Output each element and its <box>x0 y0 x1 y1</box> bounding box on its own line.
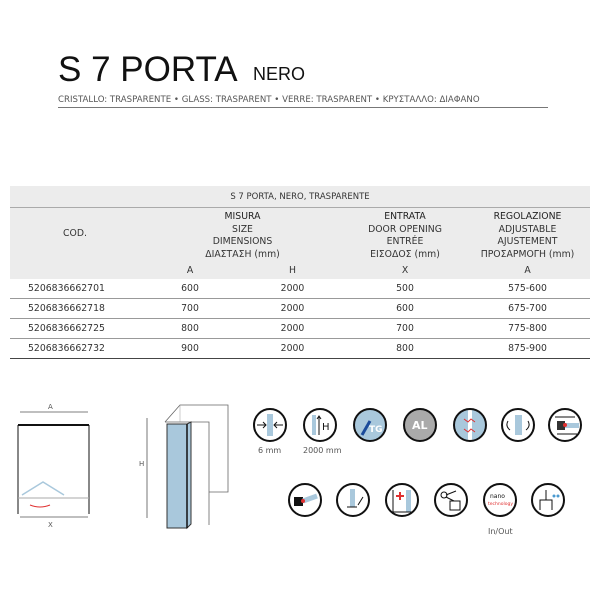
table-cell: 2000 <box>240 338 345 359</box>
cut-to-size-icon <box>433 482 469 518</box>
table-cell: 875-900 <box>465 338 590 359</box>
adjustable-profile-icon <box>547 407 583 443</box>
nano-technology-icon: nano technology <box>482 482 518 518</box>
col-regolazione: REGOLAZIONE ADJUSTABLE AJUSTEMENT ΠΡΟΣΑΡΜΟΓ… <box>465 207 590 261</box>
tempered-glass-icon: TG <box>352 407 388 443</box>
table-cell: 500 <box>345 279 465 299</box>
table-cell: 800 <box>345 338 465 359</box>
glass-subtitle: CRISTALLO: TRASPARENTE • GLASS: TRASPARE… <box>58 95 480 105</box>
table-cell: 5206836662701 <box>10 279 140 299</box>
safety-film-icon <box>452 407 488 443</box>
inout-label: In/Out <box>488 527 513 536</box>
table-row: 5206836662732 900 2000 800 875-900 <box>10 338 590 359</box>
svg-text:TG: TG <box>369 425 383 435</box>
svg-text:nano: nano <box>490 493 505 500</box>
table-cell: 700 <box>345 318 465 339</box>
dim-h-label: H <box>139 460 145 468</box>
table-cell: 2000 <box>240 298 345 319</box>
glass-thickness-icon <box>252 407 288 443</box>
product-color: NERO <box>253 64 306 84</box>
sub-x: X <box>345 261 465 279</box>
table-cell: 700 <box>140 298 240 319</box>
reversible-icon <box>500 407 536 443</box>
height-icon: H <box>302 407 338 443</box>
svg-text:technology: technology <box>488 501 513 507</box>
table-cell: 5206836662732 <box>10 338 140 359</box>
table-caption: S 7 PORTA, NERO, TRASPARENTE <box>10 186 590 208</box>
seal-icon <box>335 482 371 518</box>
shower-perspective-drawing <box>146 404 229 530</box>
col-entrata: ENTRATA DOOR OPENING ENTRÉE ΕΙΣΟΔΟΣ (mm) <box>345 207 465 261</box>
svg-text:AL: AL <box>412 419 428 432</box>
table-row: 5206836662701 600 2000 500 575-600 <box>10 279 590 299</box>
dim-a-label: A <box>48 403 53 411</box>
table-cell: 575-600 <box>465 279 590 299</box>
made-to-measure-icon <box>384 482 420 518</box>
table-cell: 2000 <box>240 279 345 299</box>
water-seal-icon <box>530 482 566 518</box>
table-cell: 900 <box>140 338 240 359</box>
table-cell: 600 <box>345 298 465 319</box>
sub-h: H <box>240 261 345 279</box>
table-cell: 675-700 <box>465 298 590 319</box>
aluminium-icon: AL <box>402 407 438 443</box>
plan-diagram <box>17 411 90 518</box>
table-cell: 5206836662725 <box>10 318 140 339</box>
sub-a: A <box>140 261 240 279</box>
table-row: 5206836662718 700 2000 600 675-700 <box>10 298 590 319</box>
svg-text:H: H <box>322 422 330 433</box>
col-cod: COD. <box>10 207 140 261</box>
height-label: 2000 mm <box>303 446 342 455</box>
sub-a-adj: A <box>465 261 590 279</box>
table-row: 5206836662725 800 2000 700 775-800 <box>10 318 590 339</box>
table-cell: 775-800 <box>465 318 590 339</box>
dim-x-label: X <box>48 521 53 529</box>
table-cell: 2000 <box>240 318 345 339</box>
product-title: S 7 PORTA <box>58 50 238 89</box>
table-cell: 800 <box>140 318 240 339</box>
thickness-label: 6 mm <box>258 446 282 455</box>
col-misura: MISURA SIZE DIMENSIONS ΔΙΑΣΤΑΣΗ (mm) <box>140 207 345 261</box>
table-cell: 5206836662718 <box>10 298 140 319</box>
pivot-hinge-icon <box>287 482 323 518</box>
spec-table: S 7 PORTA, NERO, TRASPARENTE COD. MISURA… <box>10 186 590 359</box>
divider <box>58 107 548 108</box>
table-cell: 600 <box>140 279 240 299</box>
